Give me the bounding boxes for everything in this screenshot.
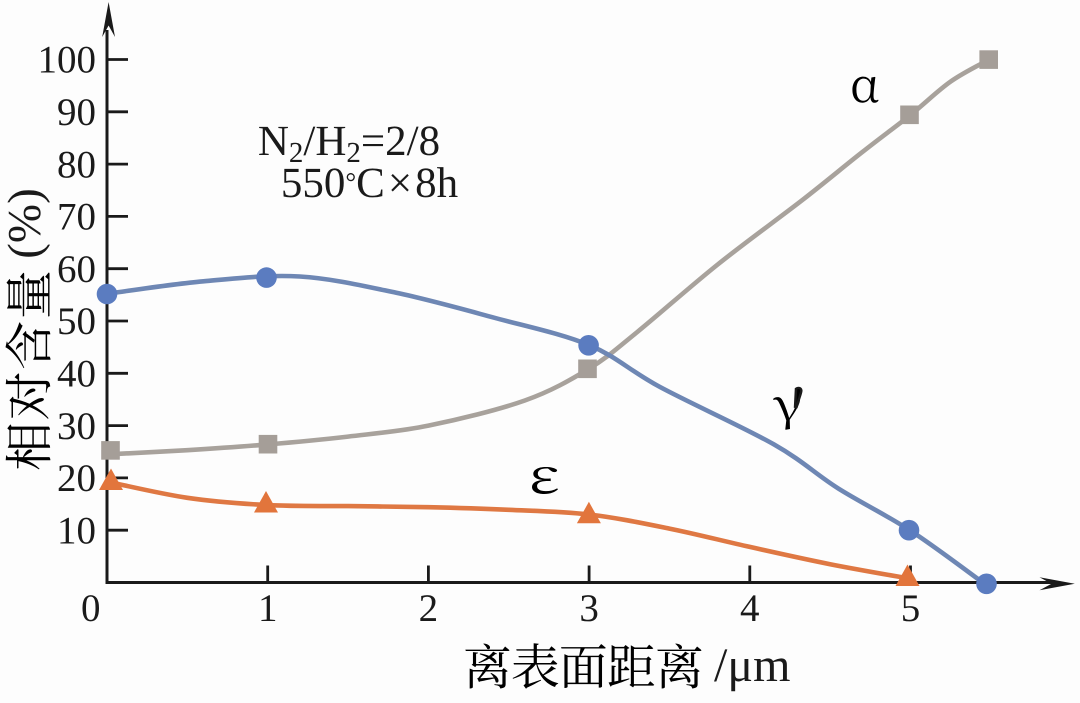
svg-text:90: 90 [57, 91, 96, 134]
svg-text:70: 70 [57, 196, 96, 239]
svg-text:10: 10 [57, 509, 96, 552]
svg-text:/μm: /μm [714, 639, 790, 692]
svg-text:0: 0 [81, 587, 101, 630]
svg-text:5: 5 [901, 587, 921, 630]
svg-text:4: 4 [740, 587, 760, 630]
svg-text:50: 50 [57, 300, 96, 343]
svg-text:550°C×8h: 550°C×8h [281, 160, 458, 207]
svg-text:3: 3 [579, 587, 599, 630]
svg-text:30: 30 [57, 405, 96, 448]
svg-text:20: 20 [57, 457, 96, 500]
svg-text:1: 1 [258, 587, 278, 630]
svg-text:(%): (%) [0, 188, 51, 258]
svg-text:2: 2 [419, 587, 439, 630]
svg-text:40: 40 [57, 353, 96, 396]
svg-text:60: 60 [57, 248, 96, 291]
svg-text:100: 100 [38, 39, 97, 82]
svg-text:80: 80 [57, 143, 96, 186]
